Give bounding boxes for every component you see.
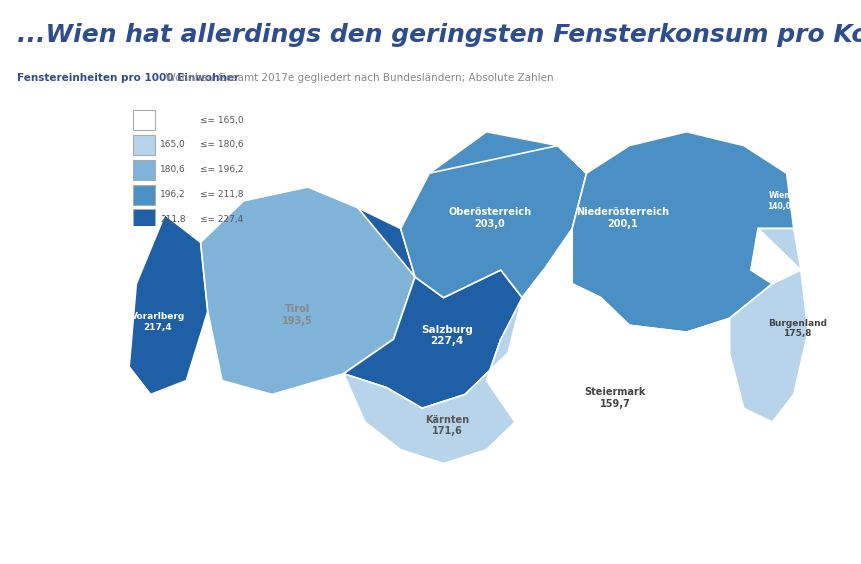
Polygon shape bbox=[344, 298, 522, 464]
Text: ≤= 180,6: ≤= 180,6 bbox=[200, 140, 244, 149]
Text: ≤= 196,2: ≤= 196,2 bbox=[200, 165, 244, 174]
Text: 180,6: 180,6 bbox=[160, 165, 186, 174]
Text: ≤= 227,4: ≤= 227,4 bbox=[200, 215, 243, 224]
Text: 165,0: 165,0 bbox=[160, 140, 186, 149]
Text: 196,2: 196,2 bbox=[160, 190, 186, 199]
Polygon shape bbox=[344, 208, 522, 408]
Text: Vorarlberg
217,4: Vorarlberg 217,4 bbox=[131, 312, 185, 332]
Text: Fenstereinheiten pro 1000 Einwohner nach Bundesländern: Fenstereinheiten pro 1000 Einwohner nach… bbox=[258, 73, 719, 86]
Text: ≤= 211,8: ≤= 211,8 bbox=[200, 190, 244, 199]
FancyBboxPatch shape bbox=[133, 184, 155, 205]
Text: Steiermark
159,7: Steiermark 159,7 bbox=[585, 387, 646, 409]
Text: ...Wien hat allerdings den geringsten Fensterkonsum pro Kopf: ...Wien hat allerdings den geringsten Fe… bbox=[17, 23, 861, 47]
Text: Salzburg
227,4: Salzburg 227,4 bbox=[421, 325, 473, 346]
Text: Fenstereinheiten pro 1000 Einwohner: Fenstereinheiten pro 1000 Einwohner bbox=[17, 73, 239, 83]
FancyBboxPatch shape bbox=[133, 209, 155, 230]
Text: 211,8: 211,8 bbox=[160, 215, 186, 224]
FancyBboxPatch shape bbox=[133, 160, 155, 180]
Polygon shape bbox=[751, 228, 801, 284]
Polygon shape bbox=[129, 215, 208, 394]
Polygon shape bbox=[430, 132, 794, 332]
FancyBboxPatch shape bbox=[133, 110, 155, 130]
Polygon shape bbox=[400, 132, 586, 298]
Text: Wohnbau Gesamt 2017e gegliedert nach Bundesländern; Absolute Zahlen: Wohnbau Gesamt 2017e gegliedert nach Bun… bbox=[159, 73, 554, 83]
Text: Burgenland
175,8: Burgenland 175,8 bbox=[768, 319, 827, 338]
Text: Niederösterreich
200,1: Niederösterreich 200,1 bbox=[576, 208, 669, 229]
Polygon shape bbox=[729, 228, 808, 422]
Text: Tirol
193,5: Tirol 193,5 bbox=[282, 304, 313, 326]
Text: Oberösterreich
203,0: Oberösterreich 203,0 bbox=[449, 208, 531, 229]
Polygon shape bbox=[486, 270, 729, 477]
Text: Wien
140,0: Wien 140,0 bbox=[767, 191, 791, 210]
Polygon shape bbox=[201, 187, 415, 394]
Text: ≤= 165,0: ≤= 165,0 bbox=[200, 116, 244, 125]
Text: Kärnten
171,6: Kärnten 171,6 bbox=[425, 415, 469, 437]
FancyBboxPatch shape bbox=[133, 135, 155, 155]
